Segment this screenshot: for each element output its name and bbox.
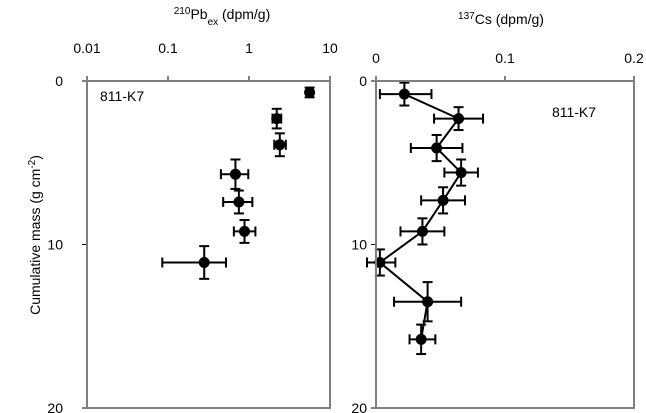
- cs-marker: [453, 113, 465, 125]
- cs-data-point: [365, 248, 397, 277]
- pb-data-point: [271, 107, 283, 130]
- cs-core-label: 811-K7: [552, 104, 596, 120]
- pb-marker: [274, 139, 286, 151]
- cs-data-point: [399, 217, 446, 246]
- pb-data-point: [304, 86, 316, 99]
- cs-x-axis-title: 137Cs (dpm/g): [458, 11, 544, 28]
- cs-marker: [437, 194, 449, 206]
- cs-x-tick-label: 0: [372, 50, 380, 66]
- cs-marker: [415, 333, 427, 345]
- cs-panel: 137Cs (dpm/g) 0 0.1 0.2 0 10 20 811-K7: [351, 11, 644, 413]
- cs-data-point: [409, 133, 464, 163]
- pb-x-tick-label: 1: [245, 40, 253, 56]
- pb-marker: [229, 168, 241, 180]
- cs-marker: [422, 296, 434, 308]
- pb-y-ticks: 0 10 20: [47, 73, 87, 413]
- pb-x-ticks: 0.01 0.1 1 10: [73, 40, 338, 81]
- cs-data-point: [393, 281, 463, 323]
- cs-marker: [398, 88, 410, 100]
- cs-y-tick-label: 0: [359, 73, 367, 89]
- cs-data-point: [408, 323, 437, 356]
- pb-panel: 210Pbex (dpm/g) Cumulative mass (g cm-2)…: [27, 6, 338, 413]
- cs-data-point: [378, 81, 433, 107]
- pb-x-axis-title: 210Pbex (dpm/g): [174, 6, 271, 28]
- cs-y-tick-label: 10: [351, 237, 367, 253]
- pb-x-tick-label: 0.01: [73, 40, 100, 56]
- pb-data-point: [161, 245, 227, 280]
- pb-x-tick-label: 0.1: [158, 40, 178, 56]
- pb-marker: [233, 196, 245, 208]
- pb-data-point: [222, 189, 254, 215]
- cs-data-point: [443, 158, 479, 187]
- pb-marker: [271, 113, 283, 125]
- pb-y-tick-label: 0: [55, 73, 63, 89]
- pb-marker: [198, 256, 210, 268]
- cs-marker: [416, 225, 428, 237]
- pb-y-tick-label: 20: [47, 400, 63, 413]
- cs-marker: [374, 256, 386, 268]
- pb-plot-frame: [86, 80, 331, 409]
- pb-data-points: [161, 86, 316, 280]
- cs-x-tick-label: 0.1: [495, 50, 515, 66]
- pb-y-axis-title: Cumulative mass (g cm-2): [27, 155, 44, 315]
- cs-data-point: [420, 186, 467, 215]
- cs-marker: [431, 142, 443, 154]
- cs-data-points: [365, 81, 485, 356]
- cs-x-tick-label: 0.2: [624, 50, 644, 66]
- pb-marker: [239, 225, 251, 237]
- pb-y-tick-label: 10: [47, 237, 63, 253]
- cs-data-point: [433, 106, 485, 132]
- pb-marker: [304, 86, 316, 98]
- cs-x-ticks: 0 0.1 0.2: [372, 50, 644, 81]
- pb-x-tick-label: 10: [322, 40, 338, 56]
- cs-y-tick-label: 20: [351, 400, 367, 413]
- cs-y-ticks: 0 10 20: [351, 73, 376, 413]
- pb-data-point: [232, 218, 257, 244]
- pb-data-point: [273, 132, 287, 158]
- pb-data-point: [219, 158, 250, 190]
- cs-marker: [455, 167, 467, 179]
- pb-core-label: 811-K7: [100, 88, 144, 104]
- cs-plot-frame: [375, 80, 635, 409]
